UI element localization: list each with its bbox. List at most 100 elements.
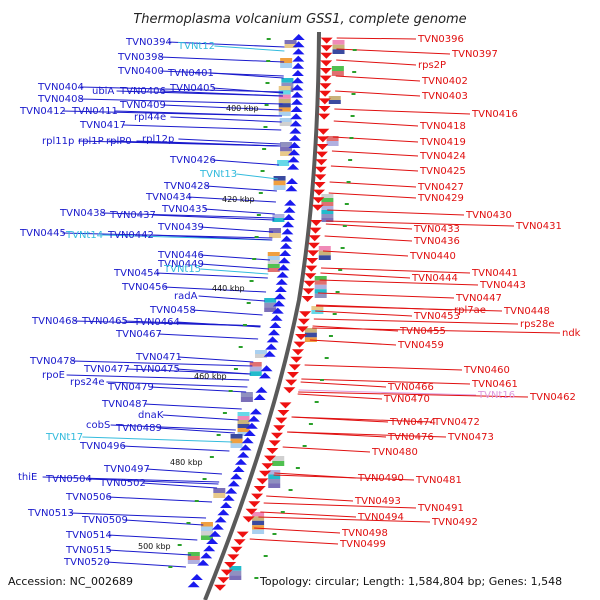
reverse-gene-arrow (296, 326, 309, 333)
reverse-gene-arrow (266, 448, 279, 454)
forward-gene-arrow (288, 134, 301, 141)
forward-gene-arrow (206, 538, 219, 544)
tick-mark (351, 93, 356, 95)
forward-gene-arrow (190, 574, 203, 580)
forward-gene-arrow (211, 523, 224, 530)
reverse-gene-arrow (292, 349, 305, 356)
forward-gene-arrow (292, 48, 305, 55)
left-connector-line (212, 87, 284, 94)
tick-mark (288, 489, 293, 491)
forward-gene-arrow (291, 84, 304, 91)
cog-feature-block (278, 86, 291, 91)
forward-gene-arrow (239, 444, 252, 451)
right-gene-label: TVN0402 (421, 76, 468, 87)
left-gene-label: TVNt15 (163, 264, 201, 275)
tick-mark (216, 434, 221, 436)
forward-gene-arrow (292, 41, 305, 48)
reverse-gene-arrow (299, 311, 312, 318)
cog-feature-block (200, 522, 213, 527)
reverse-gene-arrow (320, 37, 333, 44)
cog-feature-block (328, 96, 341, 100)
reverse-gene-arrow (309, 227, 322, 234)
left-connector-line (212, 159, 279, 166)
tick-mark (254, 577, 259, 579)
forward-gene-arrow (245, 422, 258, 429)
cog-feature-block (240, 397, 253, 402)
right-connector-line (287, 431, 447, 438)
right-gene-label: TVN0455 (399, 326, 446, 337)
right-connector-line (315, 310, 413, 317)
tick-mark (265, 82, 270, 84)
forward-gene-arrow (269, 322, 282, 328)
right-labels: TVN0396 TVN0397 rps2P TVN0402 TVN0403TVN0416… (339, 34, 581, 550)
left-gene-label: TVN0412 (19, 106, 66, 117)
left-connector-line (108, 496, 213, 503)
cog-feature-block (314, 284, 327, 290)
cog-feature-block (280, 151, 293, 156)
cog-feature-block (237, 416, 250, 420)
reverse-gene-arrow (301, 296, 314, 302)
cog-feature-block (200, 526, 213, 531)
tick-mark (340, 247, 345, 249)
tick-mark (295, 467, 300, 469)
left-connector-line (200, 226, 274, 233)
tick-mark (266, 60, 271, 62)
map-title: Thermoplasma volcanium GSS1, complete ge… (133, 12, 466, 27)
reverse-gene-arrow (227, 554, 240, 561)
right-gene-label: TVN0440 (409, 251, 456, 262)
forward-gene-arrow (290, 106, 303, 112)
reverse-gene-arrow (277, 410, 290, 416)
left-connector-line (80, 98, 283, 105)
reverse-gene-arrow (318, 106, 331, 112)
left-gene-label: TVN0445 (19, 228, 66, 239)
tick-mark (209, 456, 214, 458)
left-connector-line (214, 45, 285, 52)
right-gene-label: TVN0403 (421, 91, 468, 102)
left-gene-label: TVN0442 (107, 230, 154, 241)
cog-feature-block (321, 218, 334, 222)
cog-feature-block (278, 107, 291, 112)
reverse-gene-arrow (307, 242, 320, 249)
left-gene-label: TVN0504 (45, 474, 92, 485)
cog-feature-block (280, 63, 293, 68)
reverse-gene-arrow (285, 379, 298, 386)
forward-gene-arrow (253, 394, 266, 400)
right-connector-line (335, 90, 421, 97)
cog-feature-block (279, 122, 292, 126)
right-connector-line (325, 223, 413, 230)
cog-feature-block (273, 180, 286, 186)
left-gene-label: cobS (86, 420, 110, 431)
cog-feature-block (318, 255, 331, 260)
cog-feature-block (240, 392, 253, 397)
left-gene-label: TVN0408 (37, 94, 84, 105)
left-connector-line (146, 468, 222, 475)
forward-gene-arrow (255, 386, 268, 393)
left-connector-line (162, 104, 283, 111)
reverse-gene-arrow (245, 508, 258, 515)
right-gene-label: TVN0473 (447, 432, 494, 443)
right-connector-line (258, 516, 431, 523)
right-connector-line (298, 391, 529, 398)
cog-feature-block (252, 520, 265, 526)
reverse-gene-arrow (320, 60, 333, 67)
reverse-gene-arrow (290, 356, 303, 363)
tick-mark (342, 225, 347, 227)
cog-feature-block (281, 82, 294, 88)
forward-gene-arrow (285, 185, 298, 192)
cog-feature-block (213, 493, 226, 498)
left-gene-label: TVN0439 (157, 222, 204, 233)
left-connector-line (150, 234, 273, 241)
forward-gene-arrow (271, 307, 284, 314)
forward-gene-arrow (249, 408, 262, 415)
reverse-gene-arrow (315, 151, 328, 158)
left-connector-line (122, 124, 282, 131)
right-connector-line (334, 108, 471, 115)
forward-gene-arrow (267, 329, 280, 336)
left-gene-label: TVN0409 (119, 100, 166, 111)
left-gene-label: TVN0477 (83, 364, 130, 375)
reverse-gene-arrow (310, 220, 323, 226)
cog-feature-block (326, 141, 339, 146)
right-connector-line (301, 378, 471, 385)
forward-gene-arrow (263, 350, 276, 357)
right-gene-label: TVN0470 (383, 394, 430, 405)
